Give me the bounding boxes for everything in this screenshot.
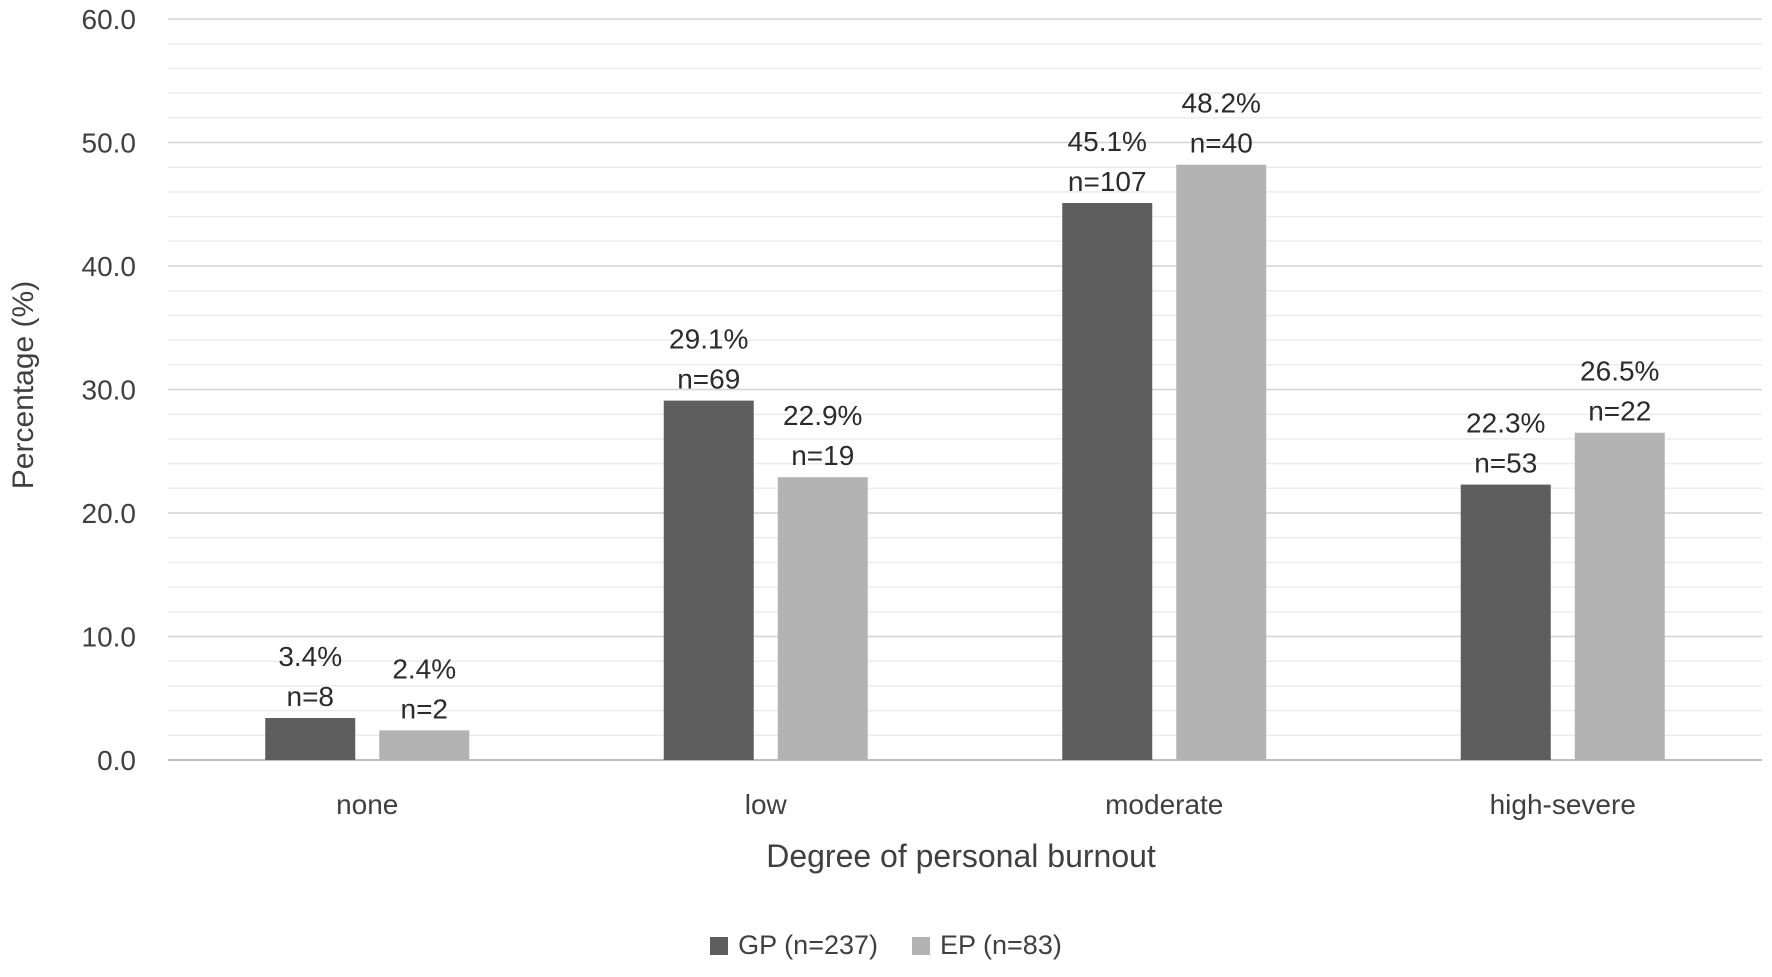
bar-ep <box>379 730 470 760</box>
bar-value-label-gp: 3.4% <box>278 641 342 672</box>
y-tick-label: 10.0 <box>82 622 137 653</box>
legend-item-gp: GP (n=237) <box>710 930 878 961</box>
bar-count-label-gp: n=8 <box>287 681 335 712</box>
bar-ep <box>777 477 868 760</box>
bar-value-label-gp: 22.3% <box>1466 408 1545 439</box>
x-tick-label: low <box>745 789 788 820</box>
bar-value-label-ep: 48.2% <box>1182 88 1261 119</box>
bar-gp <box>1460 484 1551 760</box>
bar-count-label-ep: n=2 <box>401 693 449 724</box>
y-tick-label: 0.0 <box>97 745 136 776</box>
x-tick-label: moderate <box>1105 789 1223 820</box>
legend-swatch-gp <box>710 936 729 955</box>
bar-ep <box>1176 164 1267 761</box>
y-axis-tick-labels: 0.0 10.0 20.0 30.0 40.0 50.0 60.0 <box>82 4 137 776</box>
bar-count-label-gp: n=107 <box>1068 166 1147 197</box>
minor-gridlines <box>168 42 1762 737</box>
legend-label-ep: EP (n=83) <box>940 930 1062 960</box>
y-tick-label: 40.0 <box>82 251 137 282</box>
y-tick-label: 60.0 <box>82 4 137 35</box>
bar-value-label-ep: 22.9% <box>783 400 862 431</box>
bar-value-label-ep: 2.4% <box>392 653 456 684</box>
bar-gp <box>265 718 356 760</box>
legend-swatch-ep <box>912 936 930 955</box>
x-axis-tick-labels: none low moderate high-severe <box>336 789 1636 820</box>
x-tick-label: none <box>336 789 398 820</box>
bar-ep <box>1574 432 1665 760</box>
bar-value-label-gp: 45.1% <box>1068 126 1147 157</box>
legend-item-ep: EP (n=83) <box>912 930 1062 961</box>
bar-count-label-ep: n=40 <box>1190 128 1253 159</box>
bar-count-label-ep: n=19 <box>791 440 854 471</box>
y-tick-label: 20.0 <box>82 498 137 529</box>
y-tick-label: 30.0 <box>82 375 137 406</box>
bar-data-labels: 3.4% n=8 2.4% n=2 29.1% n=69 22.9% n=19 45.1% n=1… <box>278 88 1659 725</box>
bars <box>265 164 1665 761</box>
bar-count-label-gp: n=53 <box>1474 448 1537 479</box>
x-tick-label: high-severe <box>1490 789 1636 820</box>
bar-value-label-gp: 29.1% <box>669 324 748 355</box>
x-axis-title: Degree of personal burnout <box>766 838 1156 874</box>
y-axis-title: Percentage (%) <box>7 281 40 489</box>
bar-gp <box>663 400 754 760</box>
bar-count-label-gp: n=69 <box>677 364 740 395</box>
legend-label-gp: GP (n=237) <box>738 930 878 960</box>
y-tick-label: 50.0 <box>82 128 137 159</box>
bar-value-label-ep: 26.5% <box>1580 356 1659 387</box>
legend: GP (n=237) EP (n=83) <box>0 930 1772 961</box>
bar-count-label-ep: n=22 <box>1588 396 1651 427</box>
bar-gp <box>1062 203 1153 760</box>
